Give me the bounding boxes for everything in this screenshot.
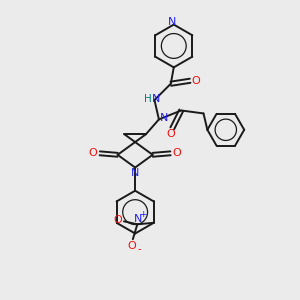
Text: O: O: [89, 148, 98, 158]
Text: N: N: [152, 94, 160, 103]
Text: N: N: [131, 168, 139, 178]
Text: H: H: [144, 94, 152, 103]
Text: O: O: [113, 215, 122, 225]
Text: O: O: [191, 76, 200, 86]
Text: -: -: [137, 244, 141, 254]
Text: N: N: [168, 16, 176, 27]
Text: N: N: [160, 113, 168, 123]
Text: O: O: [127, 241, 136, 251]
Text: +: +: [139, 210, 146, 219]
Text: O: O: [173, 148, 182, 158]
Text: O: O: [167, 129, 175, 139]
Text: N: N: [134, 214, 142, 224]
